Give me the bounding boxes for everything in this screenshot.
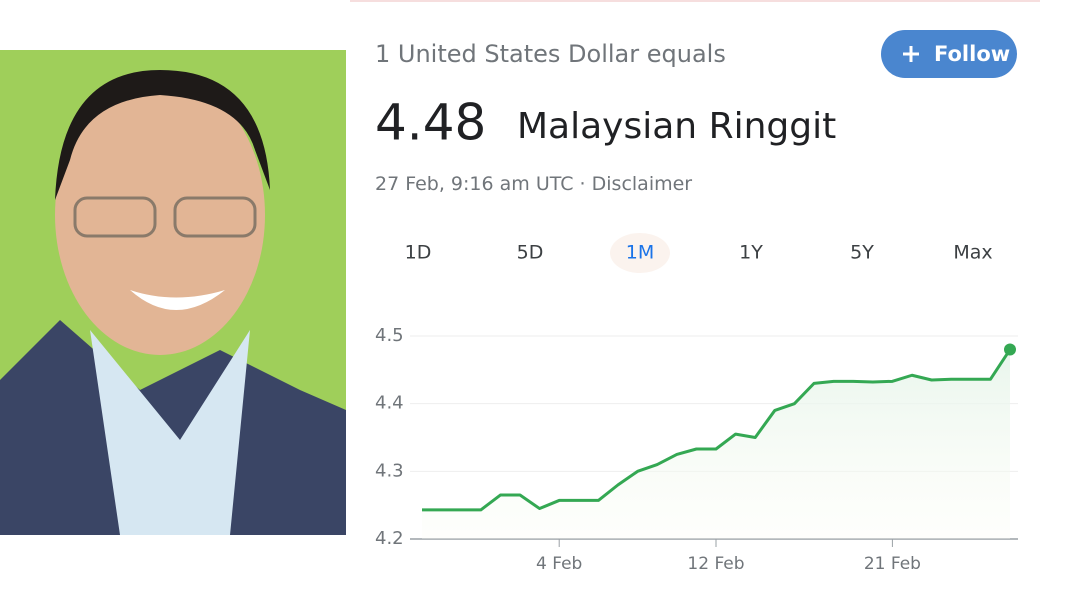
follow-label: Follow (934, 42, 1010, 66)
y-tick-label: 4.5 (375, 325, 404, 346)
follow-button[interactable]: Follow (881, 30, 1017, 78)
price-line (422, 348, 1012, 512)
currency-name: Malaysian Ringgit (517, 106, 836, 147)
area-fill (422, 349, 1010, 539)
y-tick-label: 4.3 (375, 460, 404, 481)
y-tick-label: 4.2 (375, 528, 404, 549)
photo (0, 50, 346, 535)
x-tick-label: 12 Feb (687, 554, 744, 574)
range-tab[interactable]: 1M (626, 242, 654, 264)
range-tab[interactable]: 5Y (850, 242, 874, 264)
range-tab[interactable]: 1D (405, 242, 432, 264)
range-tab[interactable]: Max (953, 242, 992, 264)
range-tab[interactable]: 5D (517, 242, 544, 264)
range-tab[interactable]: 1Y (739, 242, 763, 264)
last-point (1004, 343, 1016, 356)
rate-value: 4.48 (375, 94, 486, 152)
x-tick-label: 4 Feb (536, 554, 582, 574)
y-tick-label: 4.4 (375, 393, 404, 414)
disclaimer-link[interactable]: Disclaimer (592, 173, 693, 195)
plus-icon (903, 46, 919, 62)
separator: · (580, 173, 586, 195)
active-range-bg (610, 233, 670, 273)
time: 27 Feb, 9:16 am UTC (375, 173, 574, 195)
x-tick-label: 21 Feb (864, 554, 921, 574)
timestamp: 27 Feb, 9:16 am UTC · Disclaimer (375, 173, 692, 195)
conversion-text: 1 United States Dollar equals (375, 40, 726, 68)
